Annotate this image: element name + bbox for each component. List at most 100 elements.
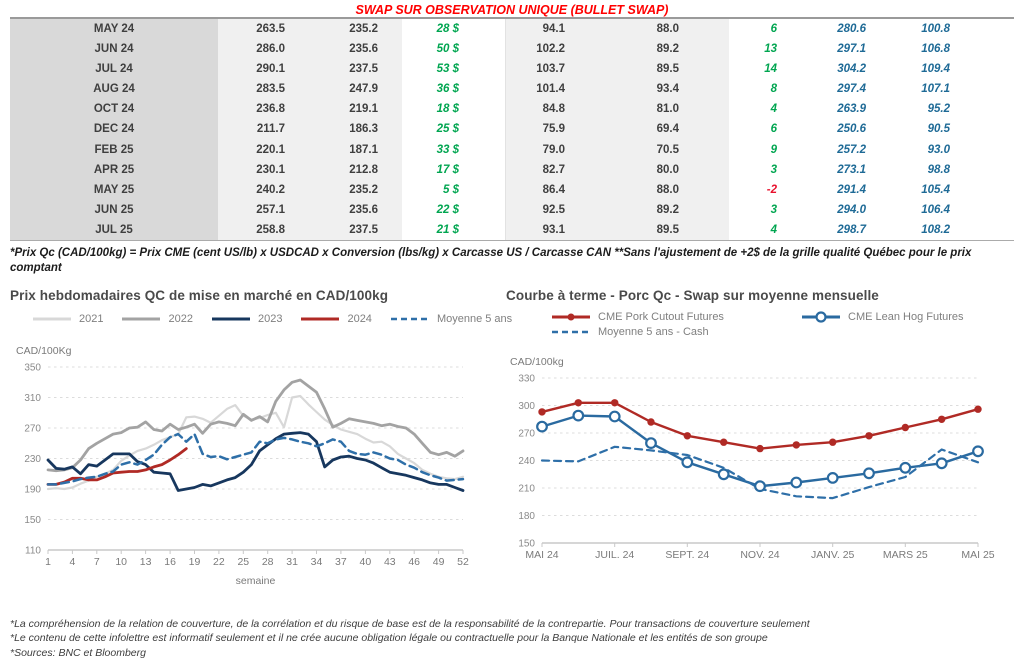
- price-cell: 220.1: [218, 139, 310, 160]
- swap-value-cell: 22 $: [436, 203, 459, 216]
- price-cell: 247.9: [310, 79, 402, 100]
- price-cell: 86.4: [505, 179, 617, 200]
- futures-cell: 294.0: [837, 203, 866, 216]
- month-cell: DEC 24: [10, 119, 218, 140]
- legend-swatch: [33, 317, 71, 321]
- svg-text:MAI 25: MAI 25: [961, 549, 994, 561]
- legend-label: Moyenne 5 ans - Cash: [598, 326, 709, 339]
- svg-text:270: 270: [518, 429, 535, 440]
- price-cell: 212.8: [310, 159, 402, 180]
- diff-cell: 6: [770, 123, 777, 136]
- diff-cell: 3: [770, 203, 777, 216]
- month-cell: JUN 24: [10, 39, 218, 60]
- diff-cell: 4: [770, 103, 777, 116]
- legend-swatch: [552, 313, 590, 321]
- price-cell: 237.5: [310, 59, 402, 80]
- legend-swatch: [211, 317, 250, 321]
- svg-text:150: 150: [518, 539, 535, 550]
- diff-cell: 14: [764, 63, 777, 76]
- svg-text:46: 46: [408, 556, 420, 568]
- price-cell: 92.5: [505, 199, 617, 220]
- swap-value-cell: 36 $: [436, 83, 459, 96]
- legend-swatch: [390, 318, 429, 321]
- price-cell: 235.2: [310, 179, 402, 200]
- price-cell: 258.8: [218, 219, 310, 241]
- ratio-cell: 106.8: [921, 43, 950, 56]
- price-cell: 235.6: [310, 199, 402, 220]
- table-footnote: *Prix Qc (CAD/100kg) = Prix CME (cent US…: [10, 247, 972, 275]
- legend-label: 2021: [79, 313, 104, 326]
- futures-cell: 250.6: [837, 123, 866, 136]
- diff-cell: 9: [770, 143, 777, 156]
- futures-cell: 273.1: [837, 163, 866, 176]
- month-cell: AUG 24: [10, 79, 218, 100]
- price-cell: 230.1: [218, 159, 310, 180]
- price-cell: 263.5: [218, 19, 310, 40]
- futures-cell: 297.4: [837, 83, 866, 96]
- svg-text:16: 16: [164, 556, 176, 568]
- weekly-chart-title: Prix hebdomadaires QC de mise en marché …: [10, 288, 389, 304]
- swap-value-cell: 25 $: [436, 123, 459, 136]
- forward-curve-chart-panel: Courbe à terme - Porc Qc - Swap sur moye…: [506, 288, 1014, 594]
- legend-item: CME Lean Hog Futures: [801, 311, 1014, 323]
- legend-label: CME Lean Hog Futures: [848, 311, 964, 324]
- month-cell: JUL 24: [10, 59, 218, 80]
- svg-text:19: 19: [189, 556, 201, 568]
- legend-item: Moyenne 5 ans - Cash: [551, 326, 801, 338]
- svg-text:MAI 24: MAI 24: [525, 549, 558, 561]
- price-cell: 283.5: [218, 79, 310, 100]
- month-cell: OCT 24: [10, 99, 218, 120]
- svg-text:MARS 25: MARS 25: [883, 549, 928, 561]
- ratio-cell: 90.5: [927, 123, 950, 136]
- month-cell: MAY 24: [10, 19, 218, 40]
- legend-item: CME Pork Cutout Futures: [551, 311, 801, 323]
- svg-text:40: 40: [360, 556, 372, 568]
- price-cell: 88.0: [617, 19, 729, 40]
- ratio-cell: 105.4: [921, 183, 950, 196]
- swap-value-cell: 18 $: [436, 103, 459, 116]
- legend-swatch: [552, 331, 590, 334]
- price-cell: 211.7: [218, 119, 310, 140]
- futures-cell: 291.4: [837, 183, 866, 196]
- legend-item: 2024: [300, 313, 372, 326]
- svg-text:52: 52: [457, 556, 469, 568]
- price-cell: 69.4: [617, 119, 729, 140]
- diff-cell: -2: [766, 183, 777, 196]
- document-title: SWAP SUR OBSERVATION UNIQUE (BULLET SWAP…: [355, 3, 669, 17]
- price-cell: 88.0: [617, 179, 729, 200]
- legend-label: 2022: [168, 313, 193, 326]
- price-cell: 103.7: [505, 59, 617, 80]
- svg-text:230: 230: [24, 454, 41, 465]
- svg-text:JANV. 25: JANV. 25: [811, 549, 855, 561]
- price-cell: 81.0: [617, 99, 729, 120]
- ratio-cell: 106.4: [921, 203, 950, 216]
- swap-value-cell: 50 $: [436, 43, 459, 56]
- weekly-price-chart-panel: Prix hebdomadaires QC de mise en marché …: [10, 288, 512, 594]
- svg-text:330: 330: [518, 374, 535, 385]
- legend-item: 2023: [211, 313, 282, 325]
- month-cell: APR 25: [10, 159, 218, 180]
- price-cell: 82.7: [505, 159, 617, 180]
- price-cell: 102.2: [505, 39, 617, 60]
- month-cell: MAY 25: [10, 179, 218, 200]
- svg-text:CAD/100Kg: CAD/100Kg: [16, 345, 72, 357]
- price-cell: 186.3: [310, 119, 402, 140]
- swap-value-cell: 28 $: [436, 23, 459, 35]
- price-cell: 101.4: [505, 79, 617, 100]
- legend-label: 2024: [347, 313, 372, 326]
- ratio-cell: 100.8: [921, 23, 950, 35]
- swap-value-cell: 21 $: [436, 223, 459, 236]
- svg-text:25: 25: [237, 556, 249, 568]
- diff-cell: 3: [770, 163, 777, 176]
- charts-row: Prix hebdomadaires QC de mise en marché …: [10, 288, 1014, 594]
- swap-value-cell: 17 $: [436, 163, 459, 176]
- svg-text:semaine: semaine: [236, 575, 276, 587]
- footer-note: *Sources: BNC et Bloomberg: [10, 646, 146, 659]
- footer-note: *La compréhension de la relation de couv…: [10, 617, 810, 630]
- svg-text:240: 240: [518, 456, 535, 467]
- price-cell: 236.8: [218, 99, 310, 120]
- swap-value-cell: 5 $: [443, 183, 459, 196]
- svg-text:SEPT. 24: SEPT. 24: [665, 549, 709, 561]
- svg-text:1: 1: [45, 556, 51, 568]
- price-cell: 93.4: [617, 79, 729, 100]
